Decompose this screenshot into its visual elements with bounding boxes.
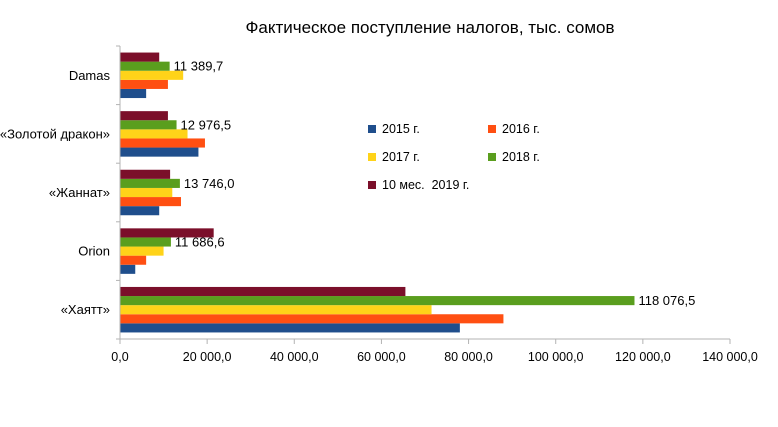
data-label-хаятт: 118 076,5 — [638, 293, 695, 308]
x-tick-label: 80 000,0 — [444, 350, 493, 364]
category-label-золотой-дракон: «Золотой дракон» — [0, 126, 110, 141]
x-tick-label: 20 000,0 — [183, 350, 232, 364]
bar-золотой-дракон-1 — [120, 147, 199, 157]
legend-swatch-2 — [488, 125, 496, 133]
data-label-damas: 11 389,7 — [174, 59, 224, 74]
legend-label-2: 2016 г. — [502, 122, 540, 136]
bar-orion-1 — [120, 264, 136, 274]
bars-group: 118 076,5 11 686,6 13 746,0 12 976,5 11 389,… — [120, 52, 695, 333]
x-tick-label: 40 000,0 — [270, 350, 319, 364]
chart-title: Фактическое поступление налогов, тыс. со… — [245, 18, 614, 37]
data-label-orion: 11 686,6 — [175, 235, 225, 250]
legend-label-4: 2018 г. — [502, 150, 540, 164]
bar-orion-3 — [120, 246, 164, 256]
bar-damas-4 — [120, 61, 170, 71]
legend-label-3: 2017 г. — [382, 150, 420, 164]
category-label-жаннат: «Жаннат» — [49, 185, 110, 200]
category-label-хаятт: «Хаятт» — [61, 302, 110, 317]
x-tick-label: 100 000,0 — [528, 350, 584, 364]
bar-жаннат-2 — [120, 197, 181, 207]
bar-damas-1 — [120, 88, 147, 99]
data-label-жаннат: 13 746,0 — [184, 176, 235, 191]
bar-хаятт-4 — [120, 296, 635, 306]
legend-label-1: 2015 г. — [382, 122, 420, 136]
bar-золотой-дракон-2 — [120, 138, 205, 148]
bar-жаннат-4 — [120, 178, 180, 188]
category-label-damas: Damas — [69, 68, 111, 83]
x-tick-label: 60 000,0 — [357, 350, 406, 364]
x-tick-label: 120 000,0 — [615, 350, 671, 364]
bar-orion-5 — [120, 228, 214, 238]
bar-жаннат-5 — [120, 169, 171, 179]
bar-damas-3 — [120, 70, 184, 80]
bar-жаннат-3 — [120, 187, 173, 198]
legend-label-5: 10 мес. 2019 г. — [382, 178, 469, 192]
legend-swatch-1 — [368, 125, 376, 133]
bar-orion-4 — [120, 237, 171, 247]
bar-жаннат-1 — [120, 206, 160, 216]
category-label-orion: Orion — [78, 244, 110, 259]
bar-золотой-дракон-3 — [120, 129, 188, 139]
bar-damas-5 — [120, 52, 160, 62]
bar-золотой-дракон-5 — [120, 111, 168, 121]
bar-damas-2 — [120, 79, 168, 89]
bar-хаятт-2 — [120, 314, 504, 324]
data-label-золотой-дракон: 12 976,5 — [181, 117, 232, 132]
bar-хаятт-3 — [120, 305, 432, 315]
legend-swatch-5 — [368, 181, 376, 189]
bar-хаятт-5 — [120, 286, 406, 297]
bar-orion-2 — [120, 255, 147, 265]
x-tick-label: 140 000,0 — [702, 350, 758, 364]
x-tick-label: 0,0 — [111, 350, 128, 364]
bar-золотой-дракон-4 — [120, 120, 177, 130]
axes-group: «Хаятт» Orion «Жаннат» «Золотой дракон» Dama… — [0, 45, 758, 364]
legend: 2015 г. 2016 г. 2017 г. 2018 г. 10 мес. 2019… — [368, 122, 540, 192]
bar-хаятт-1 — [120, 323, 460, 333]
legend-swatch-4 — [488, 153, 496, 161]
legend-swatch-3 — [368, 153, 376, 161]
